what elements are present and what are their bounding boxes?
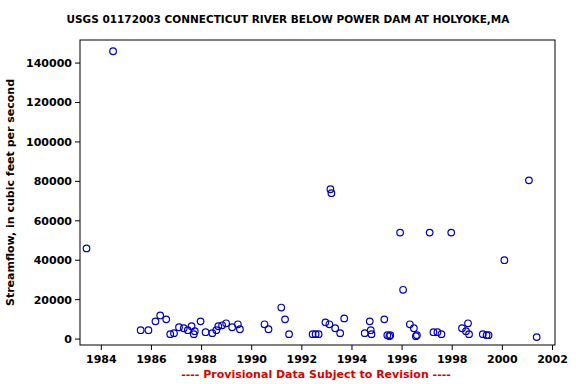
point	[465, 320, 472, 327]
y-tick-label: 40000	[34, 254, 73, 267]
y-tick-label: 80000	[34, 175, 73, 188]
y-tick	[75, 141, 80, 142]
point	[400, 286, 407, 293]
x-tick-label: 2002	[537, 353, 568, 366]
point	[265, 326, 272, 333]
points	[83, 48, 540, 340]
point	[213, 327, 220, 334]
point	[448, 229, 455, 236]
point	[219, 322, 226, 329]
y-tick-label: 0	[64, 333, 72, 346]
point	[381, 316, 388, 323]
x-tick	[502, 345, 503, 350]
annotation: ---- Provisional Data Subject to Revisio…	[181, 368, 451, 381]
point	[171, 330, 178, 337]
x-tick	[552, 345, 553, 350]
y-tick	[75, 339, 80, 340]
point	[223, 320, 230, 327]
x-tick	[201, 345, 202, 350]
y-tick	[75, 181, 80, 182]
y-tick-label: 100000	[26, 136, 72, 149]
point	[438, 331, 445, 338]
x-tick-label: 1986	[136, 353, 167, 366]
point	[526, 177, 533, 184]
point	[282, 316, 289, 323]
point	[202, 329, 209, 336]
point	[411, 325, 418, 332]
point	[184, 327, 191, 334]
point	[533, 334, 540, 341]
x-tick	[402, 345, 403, 350]
x-tick-label: 2000	[487, 353, 518, 366]
point	[157, 312, 164, 319]
chart: USGS 01172003 CONNECTICUT RIVER BELOW PO…	[0, 0, 576, 384]
point	[414, 332, 421, 339]
point	[163, 316, 170, 323]
point	[180, 325, 187, 332]
point	[145, 327, 152, 334]
plot-frame	[80, 40, 555, 345]
point	[83, 245, 90, 252]
point	[315, 331, 322, 338]
point	[341, 315, 348, 322]
x-tick	[251, 345, 252, 350]
x-tick	[151, 345, 152, 350]
y-tick	[75, 220, 80, 221]
point	[152, 318, 159, 325]
point	[387, 332, 394, 339]
point	[337, 330, 344, 337]
x-tick-label: 1990	[236, 353, 267, 366]
point	[322, 319, 329, 326]
point	[278, 304, 285, 311]
x-tick-label: 1992	[287, 353, 318, 366]
x-tick-label: 1984	[86, 353, 117, 366]
y-tick-label: 60000	[34, 215, 73, 228]
point	[368, 331, 375, 338]
point	[366, 318, 373, 325]
point	[137, 327, 144, 334]
point	[192, 328, 199, 335]
point	[110, 48, 117, 55]
x-tick	[351, 345, 352, 350]
point	[237, 326, 244, 333]
y-tick	[75, 102, 80, 103]
x-tick	[301, 345, 302, 350]
y-tick-label: 140000	[26, 57, 72, 70]
point	[286, 331, 293, 338]
point	[328, 190, 335, 197]
y-tick	[75, 299, 80, 300]
point	[407, 321, 414, 328]
point	[434, 329, 441, 336]
title: USGS 01172003 CONNECTICUT RIVER BELOW PO…	[67, 13, 511, 25]
x-tick-label: 1994	[337, 353, 368, 366]
x-tick	[452, 345, 453, 350]
y-tick	[75, 63, 80, 64]
point	[397, 229, 404, 236]
point	[501, 257, 508, 264]
y-tick-label: 120000	[26, 96, 72, 109]
point	[426, 229, 433, 236]
x-tick-label: 1998	[437, 353, 468, 366]
x-tick-label: 1996	[387, 353, 418, 366]
x-tick	[101, 345, 102, 350]
x-tick-label: 1988	[186, 353, 217, 366]
y-tick-label: 20000	[34, 294, 73, 307]
y-tick	[75, 260, 80, 261]
point	[485, 332, 492, 339]
y-axis-label: Streamflow, in cubic feet per second	[4, 79, 17, 306]
point	[197, 318, 204, 325]
point	[466, 331, 473, 338]
